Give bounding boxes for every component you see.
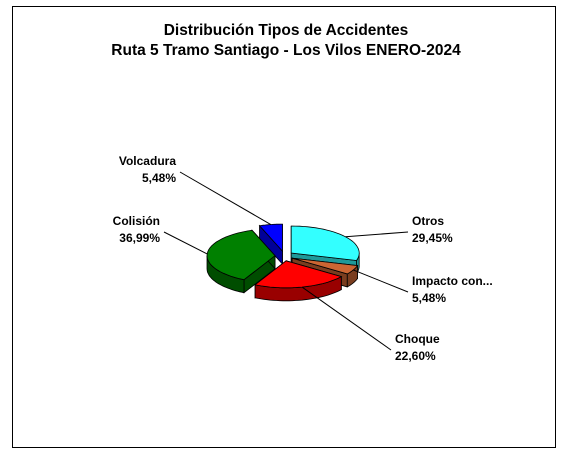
slice-label: Colisión [113, 214, 160, 228]
slice-value-label: 36,99% [119, 231, 160, 245]
chart-title: Distribución Tipos de Accidentes [164, 22, 409, 39]
slice-label: Volcadura [119, 154, 176, 168]
leader-line [353, 269, 409, 293]
slice-label: Otros [412, 214, 444, 228]
slice-value-label: 22,60% [395, 349, 436, 363]
leader-line [301, 286, 392, 351]
slice [206, 229, 276, 281]
chart-frame [12, 6, 556, 448]
slice-value-label: 29,45% [412, 231, 453, 245]
chart-subtitle: Ruta 5 Tramo Santiago - Los Vilos ENERO-… [111, 42, 461, 59]
slice-label: Choque [395, 332, 440, 346]
leader-line [345, 231, 409, 238]
leader-line [163, 231, 208, 255]
slice-value-label: 5,48% [412, 291, 446, 305]
slice [290, 225, 360, 261]
slice-label: Impacto con... [412, 274, 493, 288]
slice-value-label: 5,48% [142, 171, 176, 185]
leader-line [179, 171, 272, 225]
